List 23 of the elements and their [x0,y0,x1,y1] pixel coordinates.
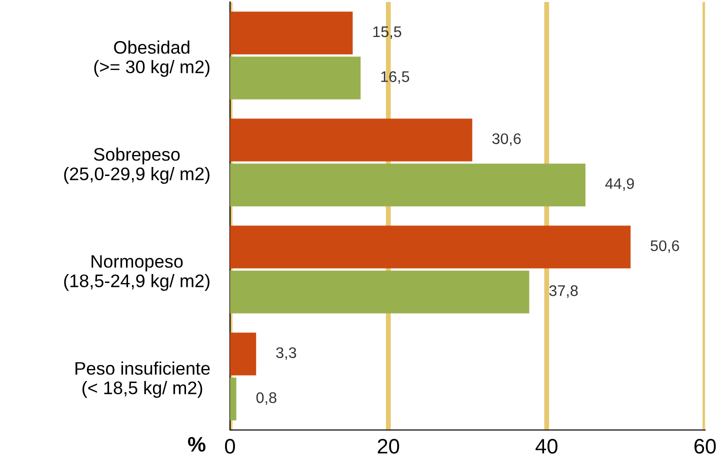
bar [230,12,353,54]
y-tick-label: Obesidad (>= 30 kg/ m2) [94,40,210,77]
y-tick-label: Sobrepeso (25,0-29,9 kg/ m2) [64,148,210,184]
bar [230,270,530,314]
data-label: 50,6 [650,240,680,253]
data-label: 3,3 [276,347,296,360]
y-tick-label: Normopeso (18,5-24,9 kg/ m2) [64,255,210,291]
x-tick-label: 40 [536,438,558,454]
x-tick-label: 60 [694,438,716,454]
bar [230,226,631,268]
data-label: 0,8 [256,392,276,405]
bar [230,332,256,376]
data-label: 30,6 [492,133,521,146]
bar [230,378,236,420]
bar [230,118,472,162]
data-label: 37,8 [549,285,578,298]
x-tick-label: 20 [378,438,400,454]
y-tick-label: Peso insuficiente (< 18,5 kg/ m2) [76,362,210,398]
x-axis-title: % [188,437,206,452]
bar [230,164,586,206]
x-tick-label: 0 [225,438,235,454]
bar [230,56,361,100]
data-label: 44,9 [605,178,634,191]
